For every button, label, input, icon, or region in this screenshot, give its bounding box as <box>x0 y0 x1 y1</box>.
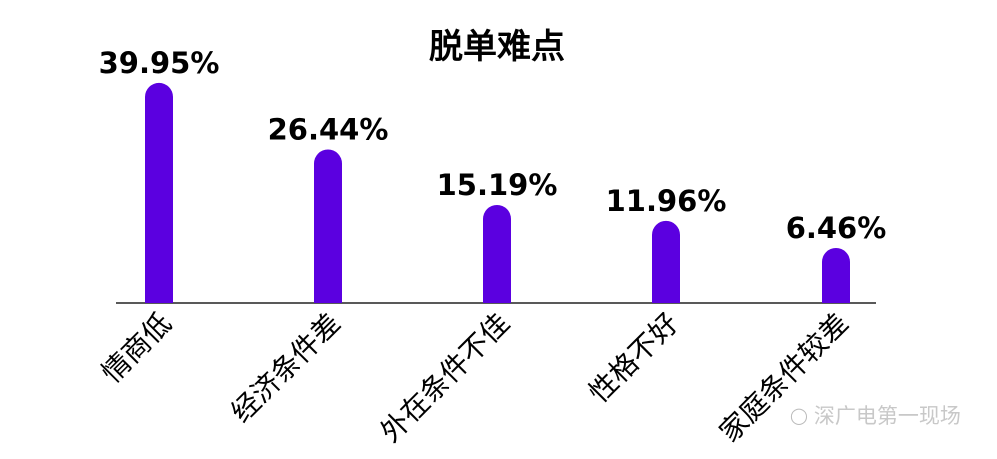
x-tick-label-2: 经济条件差 <box>225 307 347 429</box>
data-label-4: 11.96% <box>606 184 727 218</box>
bar-5 <box>822 247 850 303</box>
x-tick-label-4: 性格不好 <box>582 307 685 410</box>
x-tick-label-3: 外在条件不佳 <box>374 307 516 449</box>
watermark-text: 深广电第一现场 <box>813 404 961 428</box>
chart-title: 脱单难点 <box>429 27 565 67</box>
wechat-icon: ◯ <box>790 405 808 425</box>
bar-3 <box>483 204 511 303</box>
bar-4 <box>652 220 680 303</box>
data-label-2: 26.44% <box>268 112 389 146</box>
watermark: ◯ 深广电第一现场 <box>790 400 961 430</box>
data-label-5: 6.46% <box>786 211 887 245</box>
bar-1 <box>145 82 173 303</box>
data-label-1: 39.95% <box>99 46 220 80</box>
bar-2 <box>314 149 342 303</box>
data-label-3: 15.19% <box>437 168 558 202</box>
x-tick-label-1: 情商低 <box>95 307 178 390</box>
